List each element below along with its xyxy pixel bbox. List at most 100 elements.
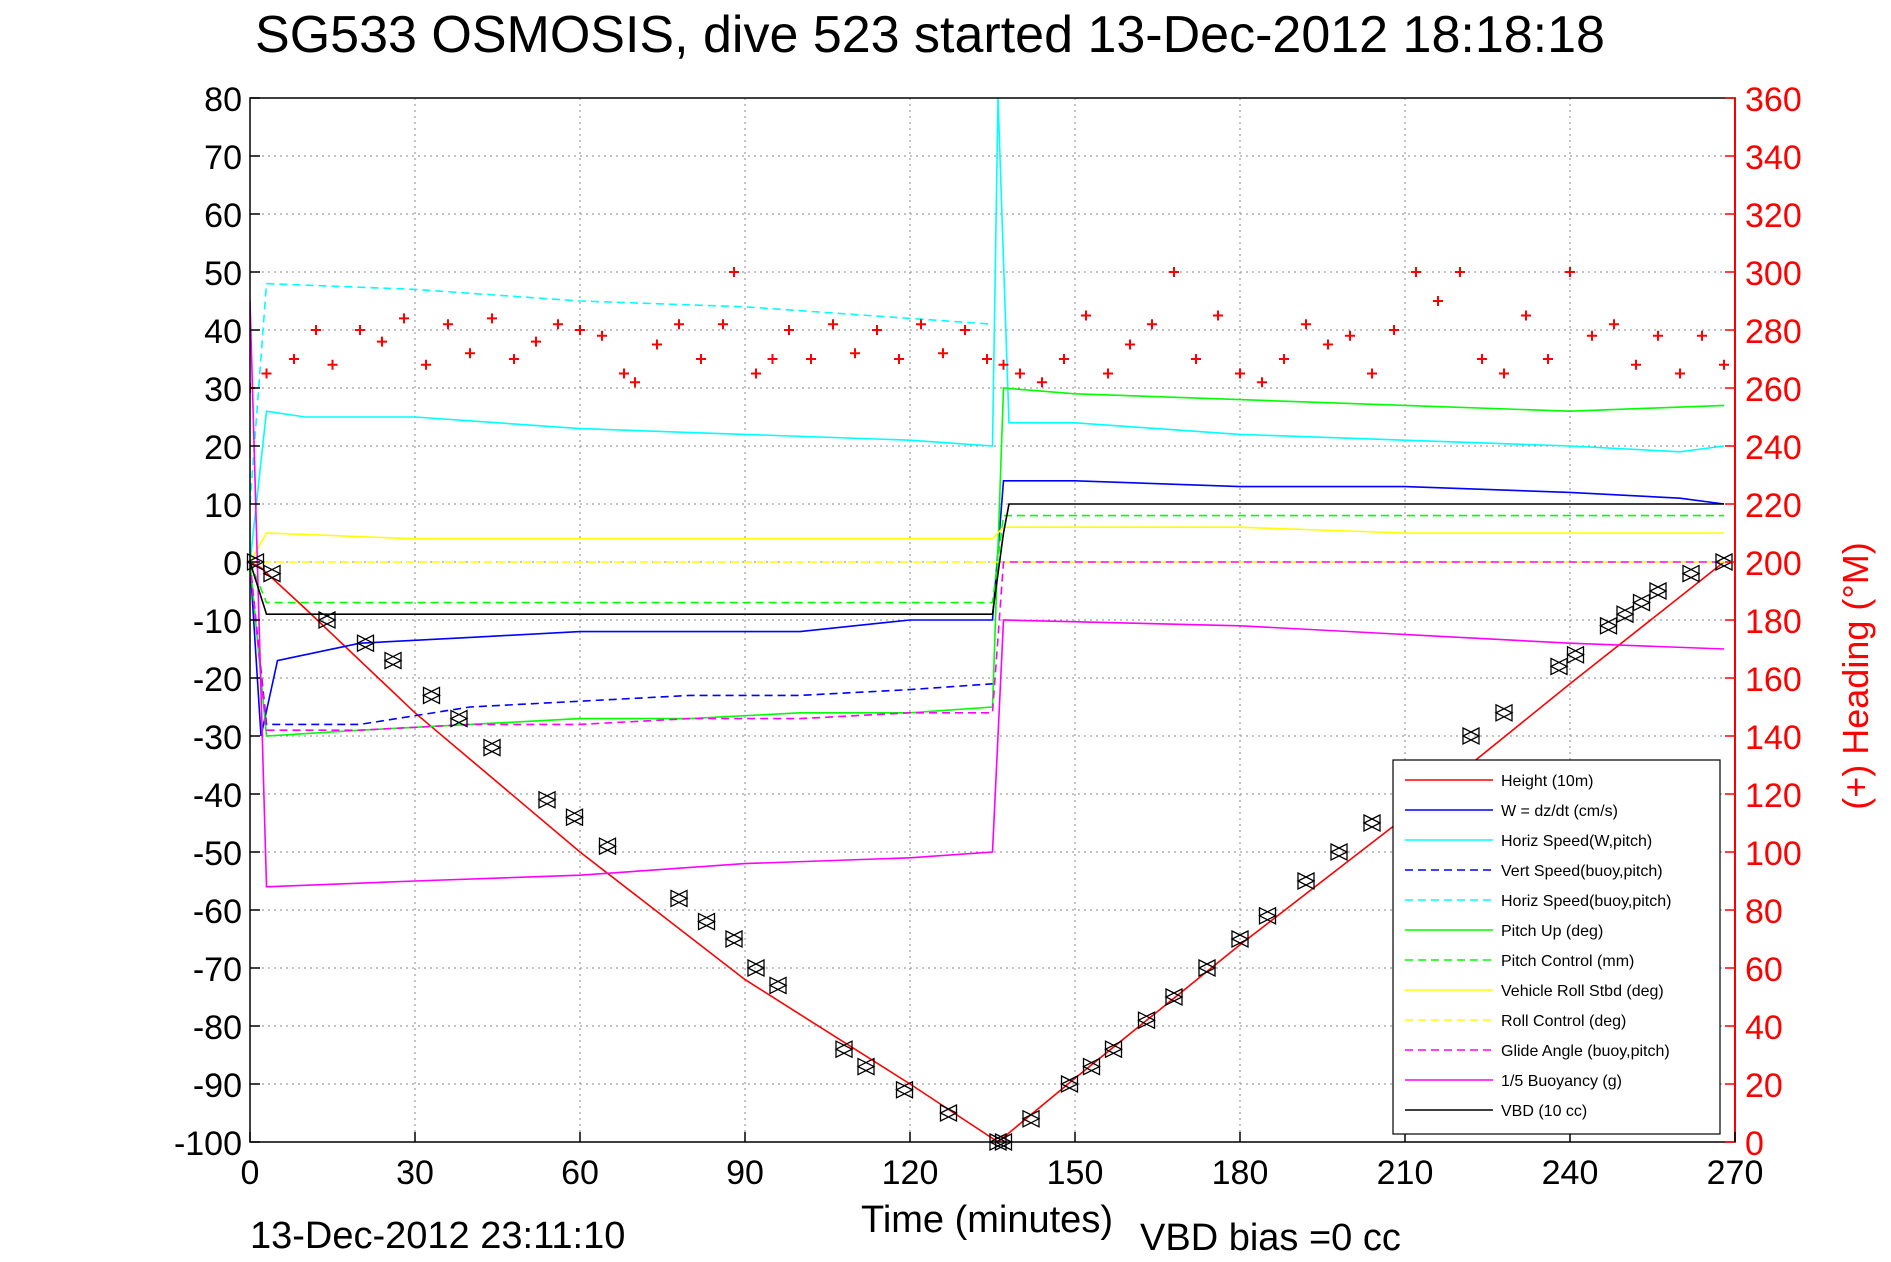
heading-point xyxy=(998,359,1009,370)
heading-point xyxy=(377,336,387,347)
y2-tick-label: 80 xyxy=(1745,893,1783,931)
legend-item-label: Horiz Speed(buoy,pitch) xyxy=(1501,893,1671,910)
height-marker xyxy=(383,651,403,670)
height-marker xyxy=(1258,906,1277,925)
height-marker xyxy=(746,958,766,978)
y2-axis-label: (+) Heading (°M) xyxy=(1835,542,1876,809)
legend-item-label: Pitch Control (mm) xyxy=(1501,953,1634,970)
y-tick-label: -10 xyxy=(193,603,242,641)
heading-point xyxy=(327,359,338,370)
height-marker xyxy=(317,610,337,630)
heading-point xyxy=(1257,377,1267,388)
y-tick-label: 30 xyxy=(204,371,242,409)
y2-tick-label: 300 xyxy=(1745,255,1802,293)
heading-point xyxy=(1301,319,1311,330)
height-marker xyxy=(1137,1011,1156,1030)
y2-tick-label: 160 xyxy=(1745,661,1802,699)
heading-point xyxy=(767,354,778,364)
heading-point xyxy=(531,336,541,347)
y-tick-label: -100 xyxy=(174,1125,242,1163)
height-marker xyxy=(1060,1074,1079,1094)
heading-point xyxy=(553,319,563,330)
heading-point xyxy=(1675,368,1685,379)
height-marker xyxy=(537,790,557,809)
heading-point xyxy=(1719,359,1729,370)
y2-tick-label: 40 xyxy=(1745,1009,1783,1047)
legend-item-label: Vehicle Roll Stbd (deg) xyxy=(1501,983,1664,1000)
heading-point xyxy=(729,267,739,277)
heading-point xyxy=(1081,310,1091,321)
height-marker xyxy=(598,837,617,856)
y2-tick-label: 260 xyxy=(1745,371,1802,409)
heading-point xyxy=(1125,339,1135,350)
series-line-6 xyxy=(250,514,1724,604)
height-marker xyxy=(669,889,689,908)
heading-point xyxy=(850,348,860,359)
heading-point xyxy=(1433,296,1443,306)
right-axis: 3603403203002802602402202001801601401201… xyxy=(1725,81,1802,1163)
heading-point xyxy=(1345,330,1355,341)
y2-tick-label: 200 xyxy=(1745,545,1802,583)
left-axis: 80 70 60 50 40 30 20 10 0 -10 -20 -30 -40 -50 -60 -70 -8… xyxy=(174,81,260,1163)
heading-point xyxy=(1213,310,1223,321)
heading-point xyxy=(1609,319,1619,330)
height-marker xyxy=(1329,842,1349,862)
height-marker xyxy=(1599,616,1618,635)
legend-item-label: Height (10m) xyxy=(1501,773,1593,790)
footer-timestamp: 13-Dec-2012 23:11:10 xyxy=(250,1215,625,1257)
y-tick-label: -90 xyxy=(193,1067,242,1105)
height-marker xyxy=(1494,703,1514,722)
x-tick-label: 150 xyxy=(1047,1154,1104,1192)
height-marker xyxy=(768,976,788,995)
height-marker xyxy=(1461,726,1481,746)
heading-point xyxy=(938,348,948,359)
height-marker xyxy=(1632,593,1651,612)
heading-point xyxy=(575,325,585,335)
height-marker xyxy=(246,552,265,572)
height-marker xyxy=(697,912,716,931)
legend-item-label: Roll Control (deg) xyxy=(1501,1013,1626,1030)
series-line-7 xyxy=(250,526,1724,563)
series-line-4 xyxy=(250,282,993,505)
height-marker xyxy=(1197,958,1217,978)
height-marker xyxy=(895,1080,914,1099)
y2-tick-label: 280 xyxy=(1745,313,1802,351)
heading-point xyxy=(1103,368,1113,379)
x-tick-label: 180 xyxy=(1212,1154,1269,1192)
heading-point xyxy=(443,319,453,330)
y-tick-label: -70 xyxy=(193,951,242,989)
heading-point xyxy=(718,319,728,330)
y2-tick-label: 320 xyxy=(1745,197,1802,235)
heading-point xyxy=(355,325,365,335)
heading-point xyxy=(1499,368,1509,379)
legend: Height (10m) W = dz/dt (cm/s) Horiz Speed(… xyxy=(1392,759,1721,1135)
heading-point xyxy=(960,325,970,335)
heading-point xyxy=(1653,330,1663,341)
legend-item-label: Glide Angle (buoy,pitch) xyxy=(1501,1043,1670,1060)
heading-point xyxy=(421,359,431,370)
heading-point xyxy=(652,339,662,350)
height-marker xyxy=(262,564,282,583)
heading-point xyxy=(1037,377,1047,388)
heading-point xyxy=(696,354,706,364)
heading-point xyxy=(916,319,926,330)
heading-point xyxy=(828,319,838,330)
height-marker xyxy=(565,808,584,827)
series-line-2 xyxy=(250,98,1725,563)
heading-point xyxy=(1565,267,1575,277)
heading-point xyxy=(1191,354,1201,364)
heading-point xyxy=(311,325,321,335)
height-marker xyxy=(1549,657,1569,676)
heading-point xyxy=(1543,354,1553,364)
plot-lines xyxy=(250,98,1725,1142)
legend-item-label: W = dz/dt (cm/s) xyxy=(1501,803,1618,820)
x-tick-label: 90 xyxy=(726,1154,764,1192)
y-tick-label: 70 xyxy=(204,139,242,177)
heading-point xyxy=(1367,368,1377,379)
heading-point xyxy=(1697,330,1707,341)
heading-point xyxy=(1587,330,1597,341)
heading-point xyxy=(1235,368,1245,379)
y2-tick-label: 60 xyxy=(1745,951,1783,989)
heading-point xyxy=(1455,267,1465,277)
heading-point xyxy=(784,325,794,335)
